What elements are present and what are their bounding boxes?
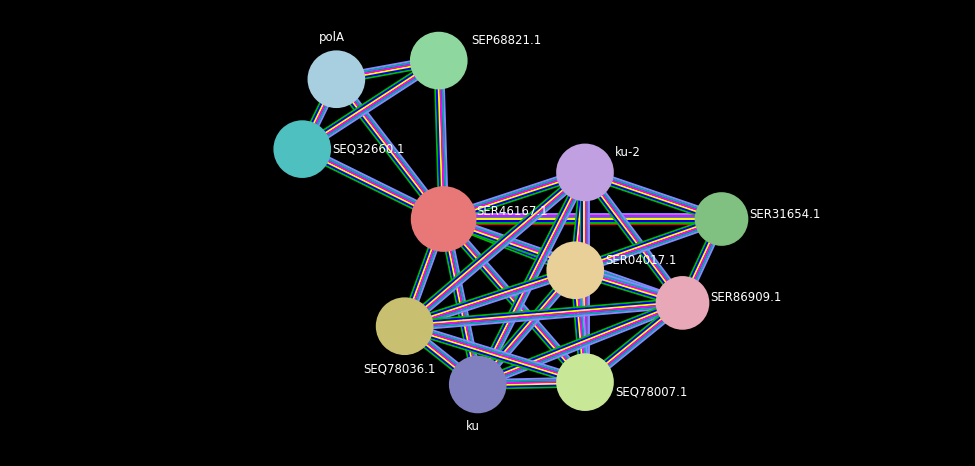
Text: ku: ku: [466, 420, 480, 433]
Text: SER31654.1: SER31654.1: [750, 207, 821, 220]
Text: SER04017.1: SER04017.1: [605, 254, 677, 267]
Text: SEP68821.1: SEP68821.1: [471, 34, 541, 47]
Circle shape: [656, 277, 709, 329]
Circle shape: [411, 187, 476, 251]
Circle shape: [274, 121, 331, 177]
Circle shape: [695, 193, 748, 245]
Circle shape: [376, 298, 433, 354]
Circle shape: [557, 354, 613, 410]
Text: SEQ78036.1: SEQ78036.1: [364, 362, 436, 375]
Circle shape: [547, 242, 604, 298]
Circle shape: [308, 51, 365, 107]
Circle shape: [410, 33, 467, 89]
Text: SER46167.1: SER46167.1: [477, 205, 548, 218]
Circle shape: [557, 144, 613, 200]
Text: SEQ78007.1: SEQ78007.1: [615, 386, 687, 398]
Text: ku-2: ku-2: [615, 146, 641, 159]
Text: SER86909.1: SER86909.1: [711, 291, 782, 304]
Text: SEQ32660.1: SEQ32660.1: [332, 143, 405, 156]
Text: polA: polA: [319, 31, 344, 44]
Circle shape: [449, 356, 506, 412]
